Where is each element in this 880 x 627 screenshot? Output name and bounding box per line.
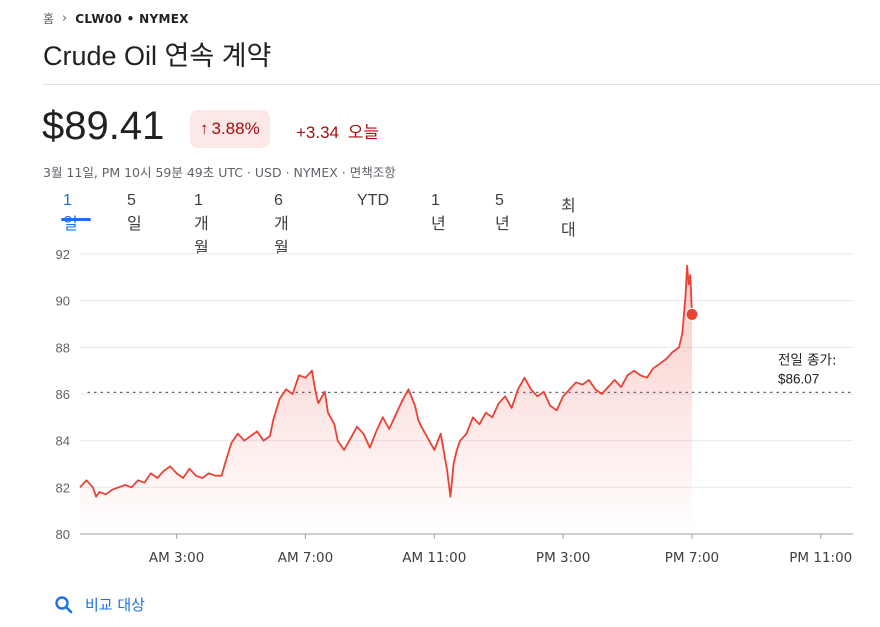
y-tick-label-80: 80 <box>56 527 70 542</box>
absolute-change: +3.34 오늘 <box>296 118 379 143</box>
compare-label: 비교 대상 <box>85 596 145 614</box>
breadcrumb-home-link[interactable]: 홈 <box>43 12 55 26</box>
breadcrumb: 홈 › CLW00 • NYMEX <box>43 10 189 27</box>
tab-1y[interactable]: 1년 <box>431 192 446 233</box>
y-tick-label-92: 92 <box>56 247 70 262</box>
active-tab-indicator <box>61 218 91 221</box>
x-tick-label-3: PM 3:00 <box>536 550 590 566</box>
tab-5y[interactable]: 5년 <box>495 192 510 233</box>
percent-change-badge: ↑ 3.88% <box>190 110 270 148</box>
x-tick-label-5: PM 11:00 <box>789 550 852 566</box>
divider <box>43 84 880 85</box>
previous-close-value: $86.07 <box>778 371 819 386</box>
tab-max[interactable]: 최대 <box>561 198 576 239</box>
y-tick-label-84: 84 <box>56 434 70 449</box>
series-line <box>79 264 693 498</box>
tab-1m[interactable]: 1개월 <box>194 192 209 257</box>
compare-button[interactable]: 비교 대상 <box>54 594 145 615</box>
percent-change-value: 3.88% <box>211 119 260 138</box>
series-area <box>80 265 692 534</box>
tab-1d[interactable]: 1일 <box>63 192 78 233</box>
y-tick-label-88: 88 <box>56 340 70 355</box>
current-price: $89.41 <box>42 104 165 148</box>
arrow-up-icon: ↑ <box>200 119 209 138</box>
page-title: Crude Oil 연속 계약 <box>43 41 272 71</box>
quote-meta: 3월 11일, PM 10시 59분 49초 UTC · USD · NYMEX… <box>43 165 396 180</box>
today-label: 오늘 <box>347 123 380 142</box>
search-icon <box>55 595 73 613</box>
tab-ytd[interactable]: YTD <box>357 192 389 209</box>
absolute-change-value: +3.34 <box>296 123 340 142</box>
last-price-marker <box>685 307 699 321</box>
x-tick-label-4: PM 7:00 <box>665 550 719 566</box>
x-tick-label-0: AM 3:00 <box>149 550 205 566</box>
tab-6m[interactable]: 6개월 <box>274 192 289 257</box>
y-tick-label-82: 82 <box>56 480 70 495</box>
chevron-right-icon: › <box>62 11 68 26</box>
y-tick-label-90: 90 <box>56 294 70 309</box>
previous-close-label: 전일 종가: <box>778 352 837 368</box>
breadcrumb-ticker[interactable]: CLW00 • NYMEX <box>75 11 189 26</box>
y-tick-label-86: 86 <box>56 387 70 402</box>
tab-5d[interactable]: 5일 <box>127 192 142 233</box>
x-tick-label-2: AM 11:00 <box>402 550 466 566</box>
price-chart[interactable]: 92 90 88 86 84 82 80 AM 3:00 AM 7:00 AM 11:00 PM 3… <box>0 230 880 580</box>
x-tick-label-1: AM 7:00 <box>278 550 334 566</box>
